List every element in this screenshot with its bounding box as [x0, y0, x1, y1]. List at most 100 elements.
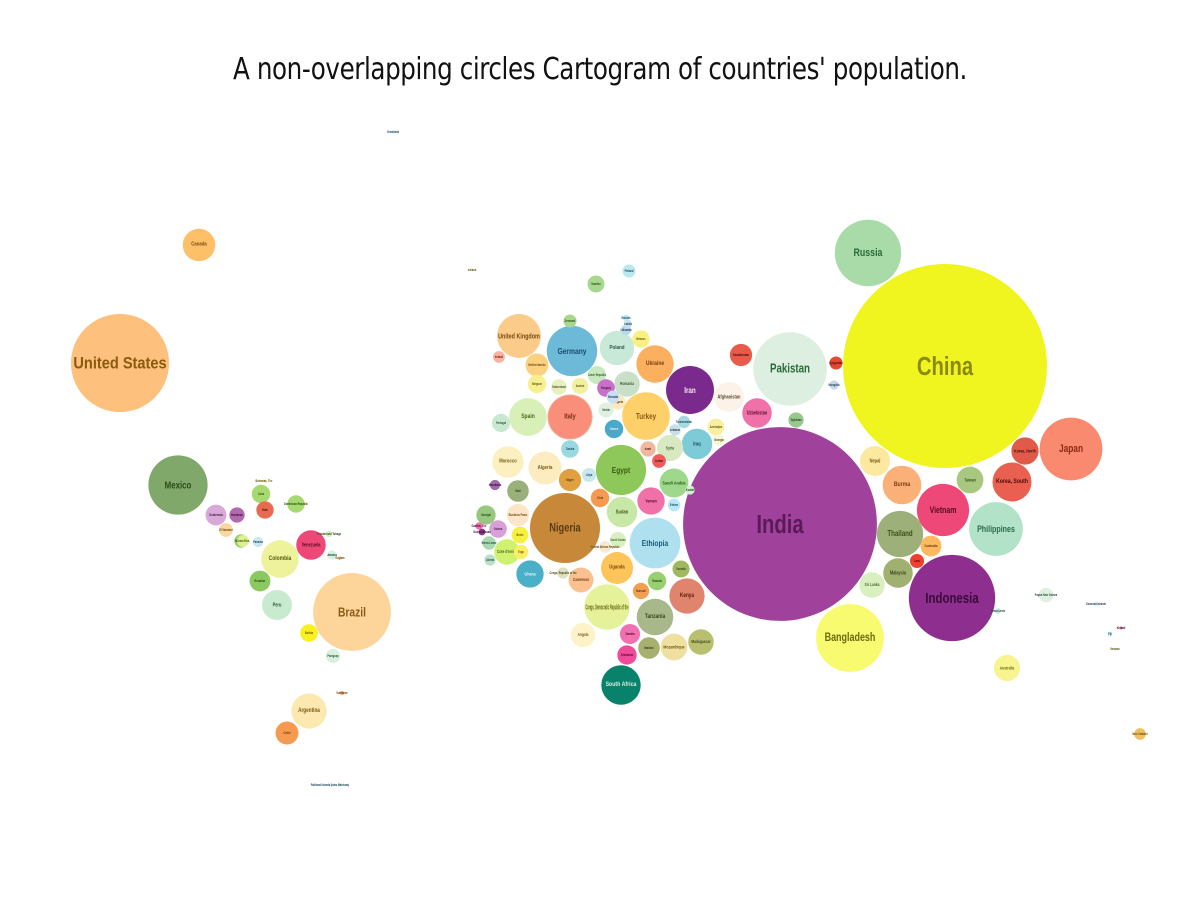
bubble-circle	[640, 441, 656, 457]
bubble-circle	[606, 390, 620, 404]
bubble-libya: Libya	[581, 467, 597, 483]
bubble-russia: Russia	[834, 219, 902, 287]
bubble-paraguay: Paraguay	[325, 648, 341, 664]
bubble-latvia: Latvia	[623, 319, 633, 329]
bubble-circle	[666, 366, 714, 414]
bubble-colombia: Colombia	[261, 540, 299, 578]
bubble-circle	[237, 535, 249, 547]
bubble-circle	[475, 522, 483, 530]
bubble-circle	[623, 319, 633, 329]
bubble-belarus: Belarus	[632, 330, 650, 348]
bubble-papua-new-guinea: Papua New Guinea	[1035, 587, 1058, 603]
bubble-guatemala: Guatemala	[205, 504, 227, 526]
bubble-nepal: Nepal	[859, 445, 891, 477]
bubble-circle	[729, 343, 753, 367]
bubble-iceland: Iceland	[468, 268, 477, 272]
bubble-burundi: Burundi	[632, 582, 650, 600]
bubble-bangladesh: Bangladesh	[816, 604, 884, 672]
bubble-chad: Chad	[590, 488, 610, 508]
bubble-bolivia: Bolivia	[300, 624, 318, 642]
bubble-zambia: Zambia	[619, 623, 641, 645]
bubble-circle	[568, 567, 594, 593]
bubble-circle	[599, 541, 611, 553]
bubble-haiti: Haiti	[256, 501, 274, 519]
bubble-burma: Burma	[882, 465, 922, 505]
bubble-falkland-islands-islas-malvinas: Falkland Islands (Islas Malvinas)	[311, 783, 349, 787]
bubble-china: China	[843, 264, 1047, 468]
bubble-circle	[614, 371, 640, 397]
bubble-laos: Laos	[909, 553, 925, 569]
bubble-korea-south: Korea, South	[992, 462, 1032, 502]
bubble-circle	[205, 504, 227, 526]
bubble-sri-lanka: Sri Lanka	[859, 572, 885, 598]
bubble-circle	[598, 402, 614, 418]
bubble-circle	[788, 412, 804, 428]
bubble-mali: Mali	[507, 480, 529, 502]
bubble-circle	[993, 654, 1021, 682]
bubble-tunisia: Tunisia	[561, 440, 579, 458]
bubble-circle	[229, 507, 245, 523]
bubble-kazakhstan: Kazakhstan	[729, 343, 753, 367]
bubble-circle	[652, 454, 666, 468]
bubble-circle	[617, 645, 637, 665]
bubble-tajikistan: Tajikistan	[788, 412, 804, 428]
bubble-circle	[595, 444, 647, 496]
bubble-circle	[337, 555, 343, 561]
bubble-argentina: Argentina	[291, 693, 327, 729]
bubble-cambodia: Cambodia	[920, 535, 942, 557]
bubble-circle	[256, 501, 274, 519]
bubble-circle	[252, 536, 264, 548]
bubble-greenland: Greenland	[387, 130, 400, 134]
bubble-uzbekistan: Uzbekistan	[742, 398, 772, 428]
bubble-circle	[527, 374, 547, 394]
bubble-circle	[587, 275, 605, 293]
bubble-circle	[638, 637, 660, 659]
bubble-circle	[859, 445, 891, 477]
bubble-circle	[507, 480, 529, 502]
bubble-circle	[622, 264, 636, 278]
bubble-circle	[829, 380, 839, 390]
bubble-circle	[669, 578, 705, 614]
bubble-circle	[1093, 601, 1099, 607]
bubble-australia: Australia	[993, 654, 1021, 682]
chart-title: A non-overlapping circles Cartogram of c…	[233, 52, 967, 87]
bubble-circle	[546, 325, 598, 377]
bubble-circle	[609, 531, 627, 549]
bubble-circle	[300, 624, 318, 642]
bubble-kuwait: Kuwait	[685, 485, 695, 495]
bubble-circle	[251, 484, 271, 504]
bubble-poland: Poland	[599, 330, 635, 366]
bubble-germany: Germany	[546, 325, 598, 377]
bubble-ecuador: Ecuador	[249, 570, 271, 592]
bubble-guyana: Guyana	[335, 555, 345, 561]
bubble-ukraine: Ukraine	[636, 345, 674, 383]
bubble-somalia: Somalia	[672, 560, 690, 578]
bubble-slovakia: Slovakia	[606, 390, 620, 404]
bubble-circle	[816, 604, 884, 672]
bubble-afghanistan: Afghanistan	[713, 381, 745, 413]
bubble-circle	[599, 330, 635, 366]
bubble-madagascar: Madagascar	[688, 629, 714, 655]
bubble-vanuatu: Vanuatu	[1110, 647, 1120, 651]
bubble-circle	[659, 468, 689, 498]
bubble-circle	[637, 487, 665, 515]
bubble-circle	[529, 492, 601, 564]
bubble-circle	[571, 377, 589, 395]
bubble-circle	[313, 573, 391, 651]
bubble-ghana: Ghana	[516, 560, 544, 588]
bubble-algeria: Algeria	[528, 451, 562, 485]
bubble-kiribati: Kiribati	[1117, 626, 1126, 630]
bubble-japan: Japan	[1039, 417, 1103, 481]
bubble-egypt: Egypt	[595, 444, 647, 496]
bubble-korea-north: Korea, North	[1011, 437, 1039, 465]
bubble-circle	[584, 584, 630, 630]
bubble-vietnam: Vietnam	[916, 483, 970, 537]
bubble-circle	[1119, 626, 1123, 630]
bubble-circle	[261, 589, 293, 621]
bubble-circle	[291, 693, 327, 729]
bubble-circle	[557, 567, 569, 579]
bubble-circle	[570, 622, 596, 648]
bubble-iraq: Iraq	[681, 428, 713, 460]
bubble-circle	[647, 571, 667, 591]
bubble-circle	[882, 465, 922, 505]
